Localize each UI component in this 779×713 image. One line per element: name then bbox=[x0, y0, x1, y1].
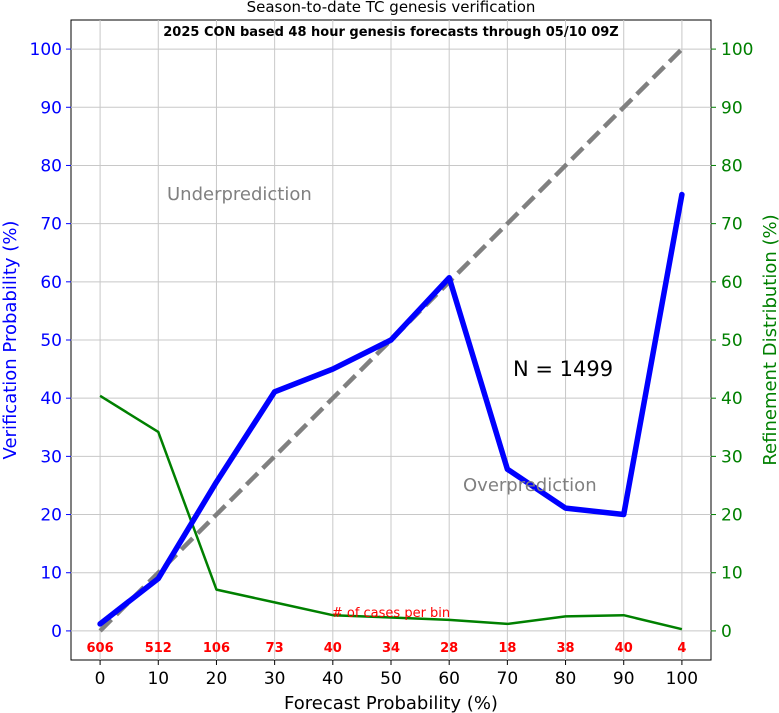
right-tick-label: 0 bbox=[721, 622, 732, 642]
left-tick-label: 60 bbox=[40, 273, 62, 293]
right-tick-label: 100 bbox=[721, 40, 753, 60]
case-count-label: 34 bbox=[382, 641, 400, 656]
right-tick-label: 50 bbox=[721, 331, 743, 351]
right-tick-label: 40 bbox=[721, 389, 743, 409]
case-count-label: 40 bbox=[615, 641, 633, 656]
left-tick-label: 70 bbox=[40, 215, 62, 235]
x-axis-label: Forecast Probability (%) bbox=[284, 693, 498, 713]
right-tick-label: 30 bbox=[721, 447, 743, 467]
left-tick-label: 30 bbox=[40, 447, 62, 467]
y-axis-left-label: Verification Probability (%) bbox=[0, 221, 21, 460]
left-tick-label: 90 bbox=[40, 98, 62, 118]
underprediction-label: Underprediction bbox=[167, 184, 312, 205]
right-tick-label: 10 bbox=[721, 564, 743, 584]
right-tick-label: 80 bbox=[721, 156, 743, 176]
grid-lines bbox=[71, 20, 711, 660]
chart-subtitle: 2025 CON based 48 hour genesis forecasts… bbox=[163, 25, 618, 40]
chart-title: Season-to-date TC genesis verification bbox=[247, 0, 536, 16]
x-tick-label: 30 bbox=[264, 669, 286, 689]
left-tick-label: 0 bbox=[51, 622, 62, 642]
left-tick-label: 20 bbox=[40, 506, 62, 526]
right-tick-label: 20 bbox=[721, 506, 743, 526]
cases-per-bin-label: # of cases per bin bbox=[332, 606, 450, 621]
case-count-label: 38 bbox=[556, 641, 574, 656]
case-count-label: 4 bbox=[677, 641, 686, 656]
y-axis-right-label: Refinement Distribution (%) bbox=[760, 214, 779, 465]
left-tick-label: 80 bbox=[40, 156, 62, 176]
left-axis-ticks: 0 10 20 30 40 50 60 70 80 90 100 bbox=[30, 40, 71, 642]
case-count-label: 18 bbox=[498, 641, 516, 656]
x-axis-ticks: 0 10 20 30 40 50 60 70 80 90 100 bbox=[95, 660, 698, 689]
x-tick-label: 0 bbox=[95, 669, 106, 689]
case-count-label: 512 bbox=[145, 641, 172, 656]
left-tick-label: 40 bbox=[40, 389, 62, 409]
x-tick-label: 50 bbox=[380, 669, 402, 689]
x-tick-label: 20 bbox=[206, 669, 228, 689]
case-count-label: 606 bbox=[87, 641, 114, 656]
case-count-label: 106 bbox=[203, 641, 230, 656]
right-tick-label: 60 bbox=[721, 273, 743, 293]
case-count-label: 73 bbox=[266, 641, 284, 656]
case-counts: 606 512 106 73 40 34 28 18 38 40 4 bbox=[87, 641, 687, 656]
refinement-line bbox=[99, 394, 683, 631]
left-tick-label: 50 bbox=[40, 331, 62, 351]
case-count-label: 40 bbox=[324, 641, 342, 656]
series-group bbox=[97, 47, 685, 633]
x-tick-label: 10 bbox=[147, 669, 169, 689]
x-tick-label: 40 bbox=[322, 669, 344, 689]
n-label: N = 1499 bbox=[513, 357, 613, 381]
x-tick-label: 70 bbox=[497, 669, 519, 689]
left-tick-label: 100 bbox=[30, 40, 62, 60]
right-tick-label: 70 bbox=[721, 215, 743, 235]
x-tick-label: 100 bbox=[666, 669, 698, 689]
overprediction-label: Overprediction bbox=[463, 475, 597, 496]
x-tick-label: 60 bbox=[438, 669, 460, 689]
case-count-label: 28 bbox=[440, 641, 458, 656]
left-tick-label: 10 bbox=[40, 564, 62, 584]
x-tick-label: 90 bbox=[613, 669, 635, 689]
x-tick-label: 80 bbox=[555, 669, 577, 689]
right-tick-label: 90 bbox=[721, 98, 743, 118]
right-axis-ticks: 0 10 20 30 40 50 60 70 80 90 100 bbox=[711, 40, 753, 642]
verification-line bbox=[97, 191, 685, 627]
